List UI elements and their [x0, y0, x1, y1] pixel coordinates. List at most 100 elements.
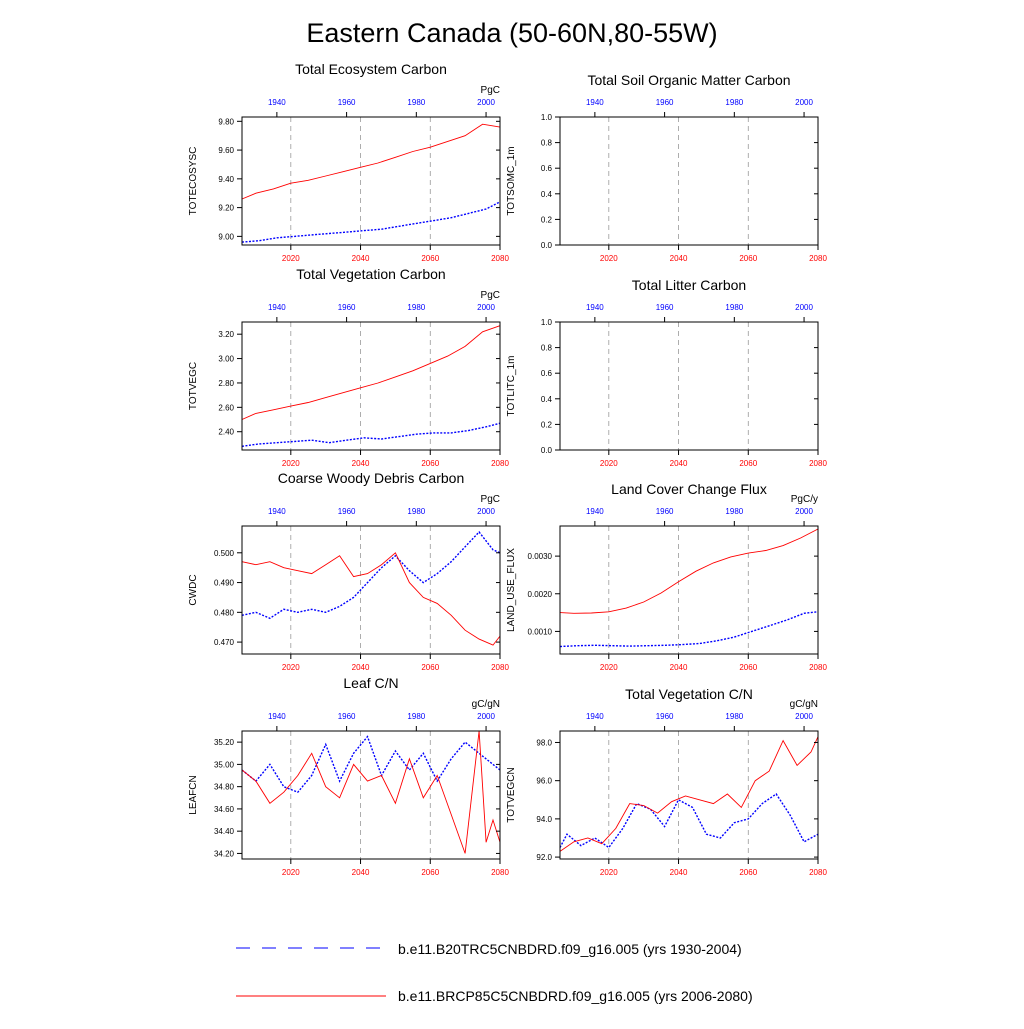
- x-tick-label-bottom: 2040: [352, 254, 370, 263]
- y-tick-label: 34.60: [214, 805, 235, 814]
- x-tick-label-bottom: 2060: [421, 663, 439, 672]
- x-tick-label-bottom: 2040: [670, 663, 688, 672]
- x-tick-label-top: 1980: [725, 712, 743, 721]
- x-tick-label-bottom: 2080: [809, 254, 827, 263]
- chart-panel-1: 9.00 9.20 9.40 9.60 9.80 2020 2040 2060 2080 1940…: [188, 61, 509, 263]
- x-tick-label-top: 1960: [338, 507, 356, 516]
- y-tick-label: 0.0: [541, 446, 553, 455]
- y-tick-label: 2.60: [218, 403, 234, 412]
- y-tick-label: 0.0030: [528, 552, 553, 561]
- x-tick-label-bottom: 2020: [282, 868, 300, 877]
- x-tick-label-top: 1940: [586, 98, 604, 107]
- x-tick-label-top: 2000: [477, 507, 495, 516]
- legend-label-historical: b.e11.B20TRC5CNBDRD.f09_g16.005 (yrs 193…: [398, 941, 742, 957]
- chart-units: gC/gN: [790, 699, 818, 710]
- y-tick-label: 98.0: [536, 738, 552, 747]
- series-line-rcp85: [241, 325, 501, 420]
- y-tick-label: 0.2: [541, 420, 553, 429]
- x-tick-label-bottom: 2040: [352, 459, 370, 468]
- chart-panel-6: 0.0010 0.0020 0.0030 2020 2040 2060 2080 1940 19…: [506, 481, 827, 672]
- y-axis-label: TOTECOSYSC: [188, 147, 199, 216]
- x-tick-label-top: 1980: [407, 712, 425, 721]
- x-tick-label-bottom: 2020: [600, 459, 618, 468]
- x-tick-label-top: 1940: [268, 303, 286, 312]
- x-tick-label-bottom: 2080: [491, 459, 509, 468]
- y-tick-label: 9.00: [218, 232, 234, 241]
- y-tick-label: 34.40: [214, 827, 235, 836]
- x-tick-label-top: 1980: [725, 507, 743, 516]
- x-tick-label-bottom: 2040: [352, 663, 370, 672]
- plot-frame: [241, 730, 501, 860]
- x-tick-label-top: 1980: [725, 98, 743, 107]
- y-tick-label: 0.4: [541, 395, 553, 404]
- x-tick-label-bottom: 2020: [282, 254, 300, 263]
- chart-panel-8: 92.0 94.0 96.0 98.0 2020 2040 2060 2080 1940 1960…: [506, 686, 827, 877]
- y-tick-label: 0.0020: [528, 590, 553, 599]
- chart-panel-2: 0.0 0.2 0.4 0.6 0.8 1.0 2020 2040 2060 2080 1940 19…: [506, 72, 827, 263]
- chart-units: PgC: [481, 85, 500, 96]
- chart-units: PgC: [481, 494, 500, 505]
- x-tick-label-top: 1980: [407, 507, 425, 516]
- x-tick-label-bottom: 2080: [491, 254, 509, 263]
- y-tick-label: 3.20: [218, 330, 234, 339]
- y-axis-label: TOTVEGCN: [506, 767, 517, 822]
- x-tick-label-top: 2000: [477, 98, 495, 107]
- x-tick-label-bottom: 2040: [670, 459, 688, 468]
- y-tick-label: 92.0: [536, 853, 552, 862]
- plot-frame: [559, 321, 819, 451]
- y-tick-label: 0.0010: [528, 627, 553, 636]
- page-title: Eastern Canada (50-60N,80-55W): [306, 18, 717, 48]
- chart-title: Land Cover Change Flux: [611, 481, 767, 497]
- chart-panel-7: 34.20 34.40 34.60 34.80 35.00 35.20 2020 2040 20…: [188, 675, 509, 877]
- y-tick-label: 34.80: [214, 783, 235, 792]
- series-line-historical: [241, 201, 501, 243]
- y-tick-label: 0.2: [541, 215, 553, 224]
- y-tick-label: 0.6: [541, 164, 553, 173]
- x-tick-label-top: 1980: [725, 303, 743, 312]
- y-tick-label: 1.0: [541, 113, 553, 122]
- plot-frame: [559, 525, 819, 655]
- x-tick-label-bottom: 2040: [352, 868, 370, 877]
- chart-title: Total Ecosystem Carbon: [295, 61, 447, 77]
- y-tick-label: 35.20: [214, 738, 235, 747]
- y-tick-label: 9.60: [218, 146, 234, 155]
- chart-panel-5: 0.470 0.480 0.490 0.500 2020 2040 2060 2080 1940…: [188, 470, 509, 672]
- series-line-rcp85: [241, 123, 501, 200]
- chart-panel-4: 0.0 0.2 0.4 0.6 0.8 1.0 2020 2040 2060 2080 1940 19…: [506, 277, 827, 468]
- y-axis-label: LAND_USE_FLUX: [506, 548, 517, 632]
- x-tick-label-top: 1940: [586, 507, 604, 516]
- y-tick-label: 9.80: [218, 117, 234, 126]
- y-tick-label: 96.0: [536, 777, 552, 786]
- series-line-historical: [241, 422, 501, 447]
- chart-units: PgC: [481, 290, 500, 301]
- plot-frame: [241, 525, 501, 655]
- y-tick-label: 0.490: [214, 579, 235, 588]
- chart-panel-3: 2.40 2.60 2.80 3.00 3.20 2020 2040 2060 2080 1940…: [188, 266, 509, 468]
- x-tick-label-top: 2000: [795, 98, 813, 107]
- x-tick-label-top: 2000: [795, 303, 813, 312]
- series-line-historical: [559, 611, 819, 648]
- y-tick-label: 0.6: [541, 369, 553, 378]
- chart-title: Leaf C/N: [343, 675, 398, 691]
- y-tick-label: 35.00: [214, 760, 235, 769]
- plot-frame: [241, 116, 501, 246]
- y-tick-label: 0.480: [214, 608, 235, 617]
- x-tick-label-top: 1980: [407, 98, 425, 107]
- x-tick-label-top: 1940: [268, 507, 286, 516]
- plot-frame: [559, 116, 819, 246]
- chart-title: Total Vegetation C/N: [625, 686, 753, 702]
- y-tick-label: 2.40: [218, 428, 234, 437]
- legend-label-rcp85: b.e11.BRCP85C5CNBDRD.f09_g16.005 (yrs 20…: [398, 988, 753, 1004]
- x-tick-label-top: 2000: [795, 712, 813, 721]
- x-tick-label-top: 1940: [586, 303, 604, 312]
- x-tick-label-bottom: 2020: [600, 663, 618, 672]
- series-line-rcp85: [241, 552, 501, 646]
- x-tick-label-top: 2000: [795, 507, 813, 516]
- y-axis-label: TOTSOMC_1m: [506, 146, 517, 215]
- chart-title: Total Litter Carbon: [632, 277, 746, 293]
- chart-panels: 9.00 9.20 9.40 9.60 9.80 2020 2040 2060 2080 1940…: [188, 61, 827, 877]
- x-tick-label-bottom: 2060: [421, 254, 439, 263]
- x-tick-label-bottom: 2060: [739, 868, 757, 877]
- plot-frame: [559, 730, 819, 860]
- y-tick-label: 34.20: [214, 849, 235, 858]
